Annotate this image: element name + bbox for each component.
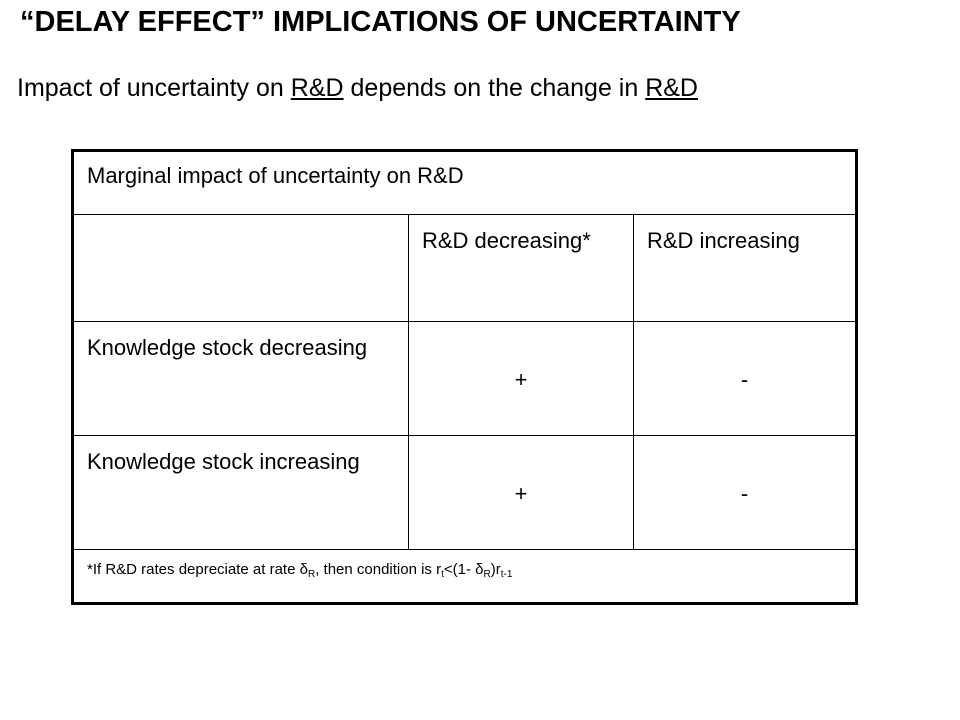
cell-sign: +	[408, 435, 634, 550]
footnote-text: *If R&D rates depreciate at rate δ	[87, 561, 308, 578]
table-caption: Marginal impact of uncertainty on R&D	[72, 150, 857, 215]
cell-sign: -	[633, 435, 857, 550]
table-caption-row: Marginal impact of uncertainty on R&D	[72, 150, 857, 215]
row-label-knowledge-decreasing: Knowledge stock decreasing	[72, 321, 409, 436]
column-header-rd-increasing: R&D increasing	[633, 214, 857, 322]
slide-title: “DELAY EFFECT” IMPLICATIONS OF UNCERTAIN…	[20, 6, 741, 38]
subtitle-underlined-rd-1: R&D	[290, 74, 344, 102]
table-row: Knowledge stock increasing + -	[72, 435, 857, 550]
footnote-text: , then condition is r	[315, 561, 442, 578]
corner-cell	[72, 214, 409, 322]
column-header-rd-decreasing: R&D decreasing*	[408, 214, 634, 322]
row-label-knowledge-increasing: Knowledge stock increasing	[72, 435, 409, 550]
cell-sign: +	[408, 321, 634, 436]
subtitle: Impact of uncertainty on R&D depends on …	[17, 74, 698, 103]
subtitle-underlined-rd-2: R&D	[645, 74, 698, 102]
impact-table: Marginal impact of uncertainty on R&D R&…	[71, 149, 858, 605]
cell-sign: -	[633, 321, 857, 436]
column-header-row: R&D decreasing* R&D increasing	[72, 214, 857, 322]
footnote-subscript: R	[483, 569, 491, 580]
footnote: *If R&D rates depreciate at rate δR, the…	[72, 549, 857, 604]
footnote-row: *If R&D rates depreciate at rate δR, the…	[72, 549, 857, 604]
table-row: Knowledge stock decreasing + -	[72, 321, 857, 436]
subtitle-text-1: Impact of uncertainty on	[17, 74, 291, 102]
footnote-subscript: t-1	[500, 569, 513, 580]
subtitle-text-2: depends on the change in	[343, 74, 646, 102]
footnote-text: )r	[490, 561, 501, 578]
footnote-subscript: t	[441, 569, 444, 580]
footnote-subscript: R	[307, 569, 316, 580]
footnote-text: <(1- δ	[443, 561, 484, 578]
